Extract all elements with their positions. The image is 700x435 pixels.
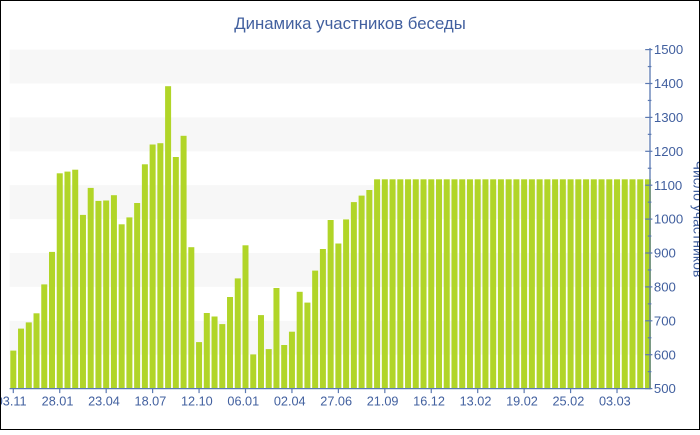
svg-text:Динамика участников беседы: Динамика участников беседы: [234, 14, 466, 33]
svg-text:800: 800: [654, 280, 676, 295]
svg-text:02.04: 02.04: [274, 394, 306, 408]
svg-text:03.11: 03.11: [0, 394, 27, 408]
svg-text:1500: 1500: [654, 42, 683, 57]
svg-text:1100: 1100: [654, 178, 682, 193]
svg-text:13.02: 13.02: [460, 394, 492, 408]
svg-text:1300: 1300: [654, 110, 683, 125]
svg-text:500: 500: [654, 381, 676, 396]
svg-text:900: 900: [654, 246, 676, 261]
svg-text:27.06: 27.06: [320, 394, 352, 408]
svg-text:18.07: 18.07: [135, 394, 167, 408]
svg-text:03.03: 03.03: [599, 394, 631, 408]
svg-text:700: 700: [654, 313, 676, 328]
svg-text:1200: 1200: [654, 144, 683, 159]
svg-text:600: 600: [654, 347, 676, 362]
svg-text:06.01: 06.01: [227, 394, 259, 408]
svg-text:21.09: 21.09: [367, 394, 399, 408]
svg-text:25.02: 25.02: [553, 394, 585, 408]
svg-text:1000: 1000: [654, 212, 683, 227]
svg-text:19.02: 19.02: [506, 394, 538, 408]
svg-text:16.12: 16.12: [413, 394, 445, 408]
svg-text:23.04: 23.04: [88, 394, 120, 408]
svg-text:1400: 1400: [654, 76, 683, 91]
svg-text:Число участников: Число участников: [691, 161, 700, 278]
svg-text:12.10: 12.10: [181, 394, 213, 408]
svg-text:28.01: 28.01: [42, 394, 74, 408]
